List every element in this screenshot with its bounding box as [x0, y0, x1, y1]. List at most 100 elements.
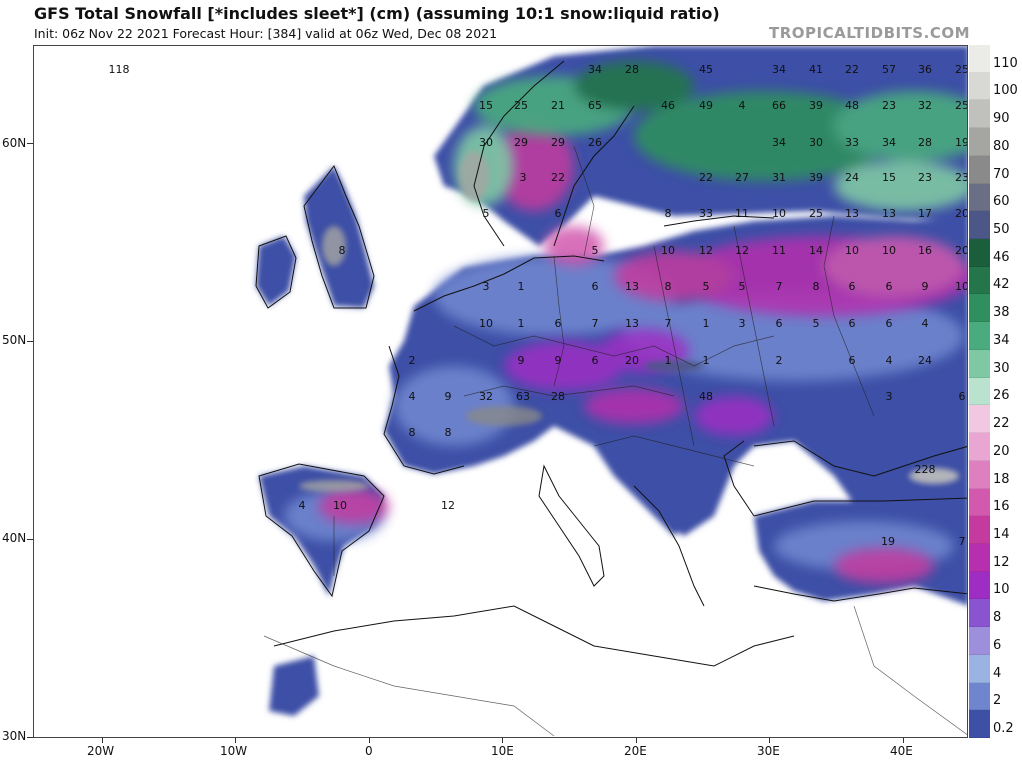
- map-value-label: 17: [918, 207, 932, 220]
- legend-row: 14: [969, 516, 1022, 544]
- legend-label: 16: [993, 499, 1010, 515]
- map-value-label: 6: [592, 280, 599, 293]
- map-subtitle: Init: 06z Nov 22 2021 Forecast Hour: [38…: [34, 26, 498, 41]
- map-value-label: 20: [625, 354, 639, 367]
- map-value-label: 10: [845, 244, 859, 257]
- lon-tick-10e: [502, 738, 503, 743]
- lat-tick-60n: [27, 143, 33, 144]
- legend-label: 60: [993, 194, 1010, 210]
- lon-label-30e: 30E: [757, 744, 780, 758]
- map-value-label: 3: [739, 317, 746, 330]
- map-value-label: 1: [665, 354, 672, 367]
- brand-watermark: TROPICALTIDBITS.COM: [769, 24, 970, 42]
- map-value-label: 6: [592, 354, 599, 367]
- legend-swatch: [969, 433, 990, 461]
- legend-swatch: [969, 627, 990, 655]
- map-value-label: 12: [735, 244, 749, 257]
- legend-row: 38: [969, 294, 1022, 323]
- legend-label: 0.2: [993, 720, 1014, 736]
- legend-swatch: [969, 710, 990, 738]
- map-value-label: 39: [809, 171, 823, 184]
- map-value-label: 228: [915, 463, 936, 476]
- map-value-label: 5: [483, 207, 490, 220]
- map-value-label: 33: [845, 136, 859, 149]
- map-value-label: 13: [625, 280, 639, 293]
- map-value-label: 31: [772, 171, 786, 184]
- map-value-label: 13: [882, 207, 896, 220]
- map-value-label: 28: [551, 390, 565, 403]
- map-value-label: 25: [809, 207, 823, 220]
- legend-label: 90: [993, 111, 1010, 127]
- map-value-label: 4: [299, 499, 306, 512]
- legend-row: 8: [969, 599, 1022, 628]
- snowfall-map: 118 34 28 45 34 41 22 57 36 25 15 25 21 65 46 49 4 66 39 48…: [33, 45, 968, 738]
- legend-swatch: [969, 72, 990, 101]
- snow-heavy: [454, 61, 967, 211]
- map-value-label: 20: [955, 244, 968, 257]
- legend-label: 30: [993, 360, 1010, 376]
- map-value-label: 34: [882, 136, 896, 149]
- legend-row: 20: [969, 433, 1022, 461]
- lat-label-30n: 30N: [2, 729, 27, 743]
- map-value-label: 24: [918, 354, 932, 367]
- snow-ireland: [256, 236, 296, 306]
- map-value-label: 15: [479, 99, 493, 112]
- map-value-label: 6: [776, 317, 783, 330]
- legend-label: 42: [993, 277, 1010, 293]
- lon-label-40e: 40E: [890, 744, 913, 758]
- map-value-label: 19: [955, 136, 968, 149]
- map-value-label: 6: [886, 317, 893, 330]
- map-value-label: 5: [739, 280, 746, 293]
- map-value-label: 6: [959, 390, 966, 403]
- legend-label: 70: [993, 166, 1010, 182]
- map-value-label: 28: [918, 136, 932, 149]
- legend-label: 50: [993, 222, 1010, 238]
- map-value-label: 19: [881, 535, 895, 548]
- map-value-label: 45: [699, 63, 713, 76]
- map-value-label: 23: [918, 171, 932, 184]
- map-value-label: 11: [735, 207, 749, 220]
- legend-swatch: [969, 599, 990, 628]
- legend-label: 4: [993, 665, 1002, 681]
- lon-label-20w: 20W: [87, 744, 115, 758]
- map-value-label: 3: [483, 280, 490, 293]
- legend-swatch: [969, 211, 990, 240]
- legend-label: 18: [993, 471, 1010, 487]
- snow-moderate: [319, 121, 967, 584]
- snow-extreme: [299, 151, 959, 492]
- legend-swatch: [969, 183, 990, 212]
- legend-row: 18: [969, 460, 1022, 489]
- map-value-label: 10: [661, 244, 675, 257]
- legend-swatch: [969, 294, 990, 323]
- legend-swatch: [969, 654, 990, 683]
- map-value-label: 6: [555, 207, 562, 220]
- borders: [263, 145, 967, 737]
- legend-label: 100: [993, 83, 1018, 99]
- map-value-label: 22: [699, 171, 713, 184]
- legend-label: 8: [993, 610, 1002, 626]
- legend-swatch: [969, 460, 990, 489]
- map-value-label: 15: [882, 171, 896, 184]
- legend-swatch: [969, 239, 990, 267]
- legend-label: 80: [993, 138, 1010, 154]
- coastlines: [255, 60, 967, 667]
- map-value-label: 46: [661, 99, 675, 112]
- lat-tick-50n: [27, 341, 33, 342]
- legend-swatch: [969, 349, 990, 378]
- map-value-label: 7: [959, 535, 966, 548]
- map-value-label: 6: [849, 280, 856, 293]
- legend-swatch: [969, 155, 990, 184]
- legend-row: 46: [969, 239, 1022, 267]
- map-value-label: 48: [699, 390, 713, 403]
- map-value-label: 3: [886, 390, 893, 403]
- map-value-label: 14: [809, 244, 823, 257]
- map-value-label: 8: [665, 207, 672, 220]
- legend-label: 2: [993, 693, 1002, 709]
- legend-row: 26: [969, 377, 1022, 406]
- legend-label: 46: [993, 249, 1010, 265]
- legend-row: 100: [969, 72, 1022, 101]
- legend-swatch: [969, 516, 990, 544]
- map-value-label: 8: [409, 426, 416, 439]
- lon-label-20e: 20E: [624, 744, 647, 758]
